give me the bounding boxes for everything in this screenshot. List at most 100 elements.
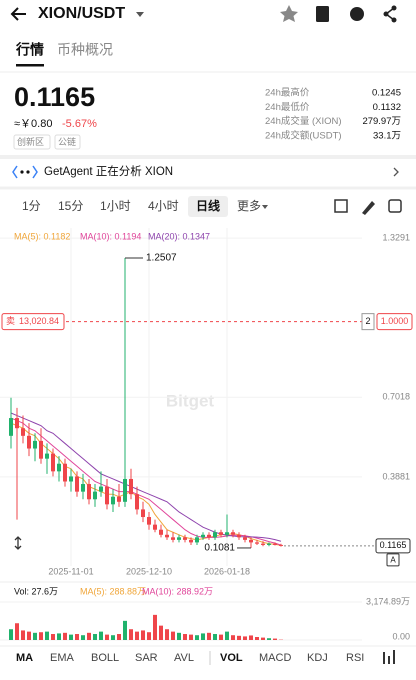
interval[interactable]: 日线 [196,198,220,213]
settings-icon[interactable] [388,199,402,213]
candle-body [201,534,205,538]
volume-bar [69,634,73,640]
y-tick-label: 0.7018 [382,392,410,402]
pair-dropdown[interactable] [136,12,144,17]
x-tick-label: 2026-01-18 [204,566,250,576]
candle-body [63,463,67,482]
tab[interactable]: 行情 [15,42,44,58]
interval[interactable]: 1小时 [100,199,131,213]
legend-entry: MA(10): 0.1194 [80,231,141,241]
indicator-tab[interactable]: BOLL [91,652,119,664]
candle-body [93,491,97,500]
indicator-tab[interactable]: MA [16,652,33,664]
candle-body [135,494,139,510]
candle-body [51,453,55,472]
indicator-tab[interactable]: AVL [174,652,194,664]
back-button[interactable] [10,7,26,21]
volume-bar [123,620,127,640]
candle-body [273,543,277,545]
chart-type-icon[interactable] [334,199,348,213]
tag[interactable]: 公链 [58,136,76,147]
stat-value: 279.97万 [362,116,401,127]
candle-body [225,532,229,535]
candle-body [81,484,85,492]
interval[interactable]: 1分 [22,199,41,213]
share-icon[interactable] [383,5,397,23]
tag-box [54,134,81,150]
indicator-tab[interactable]: RSI [346,652,364,664]
indicator-tab[interactable]: MACD [259,652,291,664]
support-icon[interactable] [350,7,364,21]
candle-chart: Bitget 1.3291 0.7018 0.3881 2025-11-01 2025-1… [0,228,413,576]
x-tick-label: 2025-12-10 [126,566,172,576]
candle-body [213,532,217,538]
tab[interactable]: 币种概况 [57,42,113,58]
volume-bar [177,632,181,640]
interval[interactable]: 4小时 [148,199,179,213]
banner-chevron[interactable] [393,167,399,177]
current-price-box [375,538,411,554]
volume-bar [93,634,97,640]
draw-icon[interactable] [362,201,375,215]
volume-bar [231,635,235,640]
scale-toggle[interactable] [14,536,22,550]
watermark: Bitget [166,391,215,410]
y-tick-label: 0.00 [392,631,410,641]
candle-body [243,537,247,540]
interval[interactable]: 更多 [237,199,261,213]
volume-bar [111,635,115,640]
indicator-tab[interactable]: VOL [220,652,243,664]
y-tick-label: 1.3291 [382,232,410,242]
volume-bar [267,638,271,640]
volume-bar [201,633,205,640]
volume-bar [63,632,67,640]
stat-value: 0.1132 [373,102,401,113]
active-interval-bg [188,196,228,217]
volume-bar [75,634,79,640]
notes-icon[interactable] [316,6,329,22]
candle-body [159,529,163,535]
volume-bar [183,634,187,640]
indicator-tab[interactable]: SAR [135,652,158,664]
candle-body [279,544,283,546]
agent-banner[interactable]: GetAgent 正在分析 XION [44,164,173,178]
volume-bar [249,635,253,640]
candle-body [183,537,187,540]
volume-title: Vol: 27.6万 [14,586,58,596]
low-label: 0.1081 [204,543,235,554]
candle-body [33,440,37,449]
candle-body [219,532,223,535]
indicator-tab[interactable]: EMA [50,652,75,664]
interval[interactable]: 15分 [58,199,83,213]
volume-bar [219,634,223,640]
volume-bar [15,623,19,640]
high-label: 1.2507 [146,253,177,264]
y-tick-label: 0.3881 [382,471,410,481]
volume-bar [117,634,121,640]
candle-body [255,542,259,544]
ma-line [10,412,282,542]
x-tick-label: 2025-11-01 [48,566,93,576]
candle-body [69,476,73,482]
price-change: -5.67% [62,118,97,130]
volume-bar [33,632,37,640]
more-dropdown[interactable] [262,205,268,209]
favorite-icon[interactable] [280,5,298,22]
tag[interactable]: 创新区 [17,136,44,147]
legend-entry: MA(10): 288.92万 [142,586,213,596]
volume-bar [27,631,31,640]
candle-body [75,476,79,492]
candle-body [57,463,61,472]
candle-body [171,537,175,540]
volume-bar [225,631,229,640]
indicator-settings-icon[interactable] [383,650,395,664]
volume-bar [273,638,277,640]
candle-body [141,509,145,518]
pair-title[interactable]: XION/USDT [38,5,125,22]
volume-bar [87,632,91,640]
volume-bar [255,637,259,640]
indicator-tab[interactable]: KDJ [307,652,328,664]
volume-bar [57,633,61,640]
